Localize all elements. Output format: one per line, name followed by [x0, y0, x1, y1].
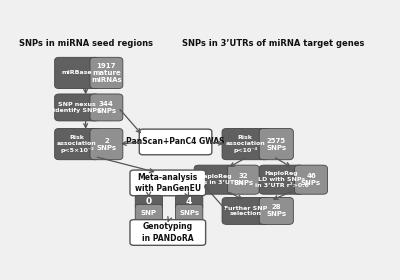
Text: HaploReg
SNPs in 3’UTRs: HaploReg SNPs in 3’UTRs [189, 174, 242, 185]
FancyBboxPatch shape [259, 197, 293, 224]
Text: 344
SNPs: 344 SNPs [96, 101, 116, 114]
FancyBboxPatch shape [90, 94, 123, 121]
Text: 28
SNPs: 28 SNPs [266, 204, 286, 218]
FancyBboxPatch shape [90, 129, 123, 160]
Text: miRBase: miRBase [62, 71, 92, 75]
FancyBboxPatch shape [222, 129, 268, 160]
FancyBboxPatch shape [222, 197, 268, 224]
Text: Risk
association
p<10⁻⁴: Risk association p<10⁻⁴ [226, 135, 265, 153]
FancyBboxPatch shape [55, 94, 99, 121]
Text: 4: 4 [186, 197, 192, 206]
Text: SNP: SNP [141, 210, 157, 216]
FancyBboxPatch shape [139, 129, 212, 155]
FancyBboxPatch shape [176, 195, 203, 209]
FancyBboxPatch shape [55, 57, 99, 88]
Text: 1917
mature
miRNAs: 1917 mature miRNAs [91, 63, 122, 83]
FancyBboxPatch shape [259, 165, 304, 194]
Text: 46
SNPs: 46 SNPs [301, 173, 321, 186]
FancyBboxPatch shape [176, 204, 203, 221]
FancyBboxPatch shape [135, 195, 162, 209]
FancyBboxPatch shape [228, 165, 259, 194]
Text: PanScan+PanC4 GWAS: PanScan+PanC4 GWAS [126, 137, 225, 146]
Text: SNP nexus
identify SNPs: SNP nexus identify SNPs [53, 102, 101, 113]
Text: SNPs: SNPs [179, 210, 199, 216]
Text: 32
SNPs: 32 SNPs [233, 173, 254, 186]
Text: HaploReg
LD with SNPs
in 3’UTR r²>0.6: HaploReg LD with SNPs in 3’UTR r²>0.6 [255, 171, 308, 188]
Text: SNPs in 3’UTRs of miRNA target genes: SNPs in 3’UTRs of miRNA target genes [182, 39, 364, 48]
FancyBboxPatch shape [130, 220, 206, 245]
FancyBboxPatch shape [90, 57, 123, 88]
Text: 0: 0 [146, 197, 152, 206]
Text: 2
SNPs: 2 SNPs [96, 137, 116, 151]
Text: Further SNP
selection: Further SNP selection [224, 206, 267, 216]
Text: 2575
SNPs: 2575 SNPs [266, 137, 286, 151]
Text: SNPs in miRNA seed regions: SNPs in miRNA seed regions [19, 39, 153, 48]
Text: Genotyping
in PANDoRA: Genotyping in PANDoRA [142, 222, 194, 242]
FancyBboxPatch shape [55, 129, 99, 160]
FancyBboxPatch shape [130, 170, 206, 196]
Text: Risk
association
p<5×10⁻²: Risk association p<5×10⁻² [57, 135, 97, 153]
FancyBboxPatch shape [294, 165, 328, 194]
FancyBboxPatch shape [259, 129, 293, 160]
Text: Meta-analysis
with PanGenEU: Meta-analysis with PanGenEU [135, 173, 201, 193]
FancyBboxPatch shape [135, 204, 162, 221]
FancyBboxPatch shape [194, 165, 237, 194]
